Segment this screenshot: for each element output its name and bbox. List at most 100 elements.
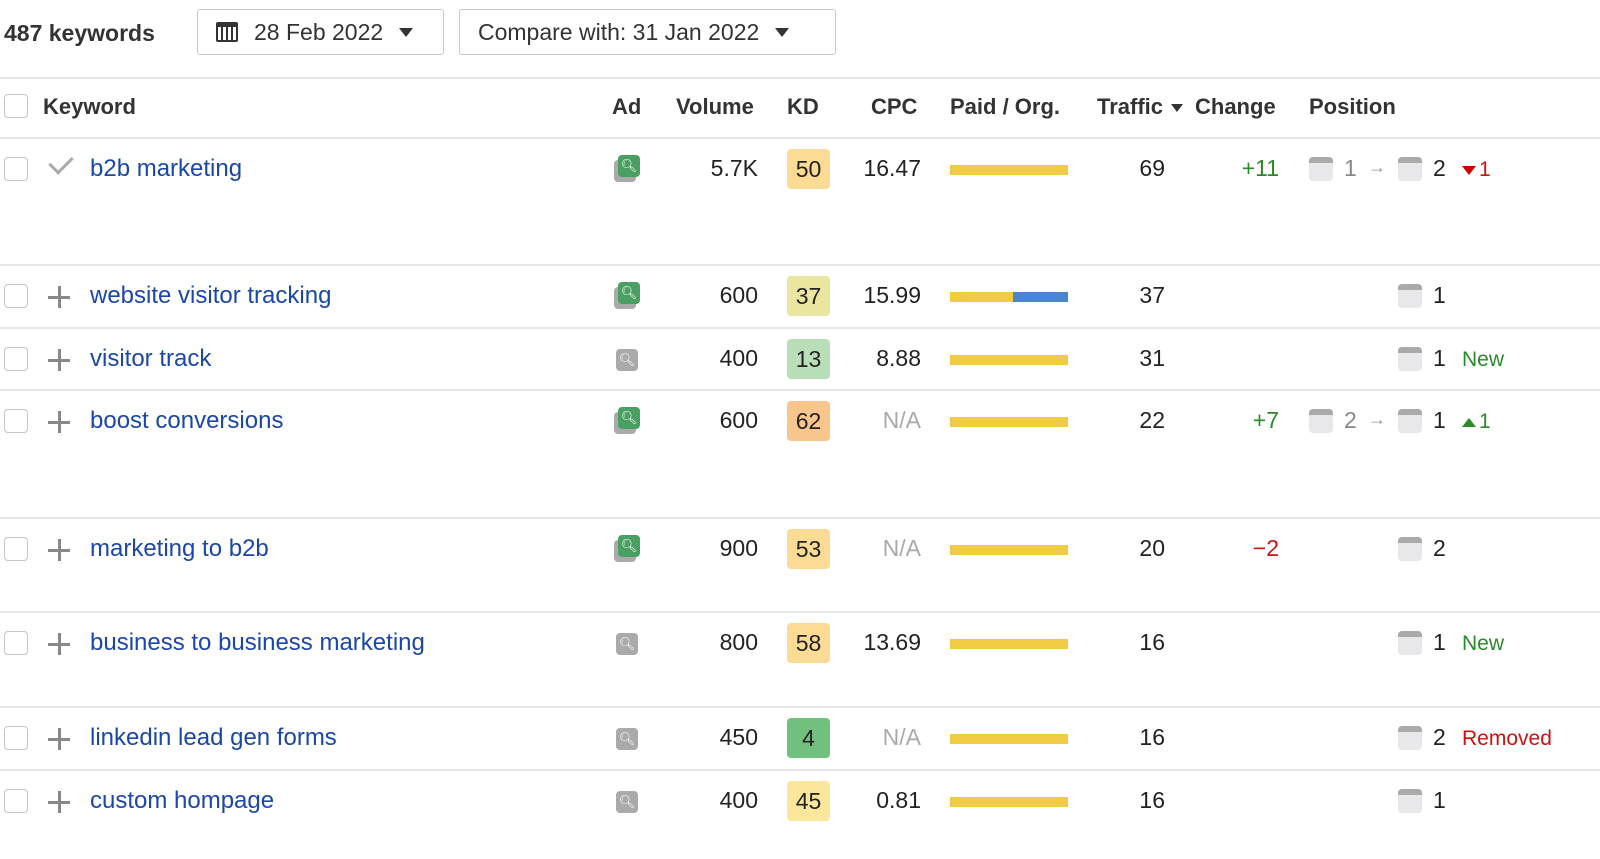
caret-down-icon (775, 27, 790, 37)
position-change: 1 (1462, 158, 1491, 182)
col-kd[interactable]: KD (787, 94, 819, 119)
date-picker-button[interactable]: 28 Feb 2022 (197, 9, 444, 55)
serp-feature-icon (1398, 409, 1422, 433)
table-row: linkedin lead gen forms 🔍︎ 450 4 N/A 16 2 Remov… (0, 706, 1600, 769)
position: 1 (1433, 282, 1446, 308)
volume: 600 (719, 407, 758, 433)
col-paid-org[interactable]: Paid / Org. (950, 94, 1061, 119)
plus-icon[interactable] (48, 286, 70, 308)
volume: 600 (719, 282, 758, 308)
traffic-change: +7 (1252, 407, 1279, 433)
traffic: 31 (1139, 345, 1165, 371)
organic-bar-segment (950, 545, 1068, 555)
serp-search-icon[interactable]: 🔍︎ (614, 407, 642, 435)
previous-position: 1 (1344, 155, 1357, 181)
keyword-link[interactable]: business to business marketing (90, 629, 425, 656)
serp-search-icon[interactable]: 🔍︎ (614, 345, 642, 373)
keyword-link[interactable]: b2b marketing (90, 155, 243, 182)
plus-icon[interactable] (48, 633, 70, 655)
plus-icon[interactable] (48, 791, 70, 813)
position: 1 (1433, 787, 1446, 813)
col-traffic[interactable]: Traffic (1097, 94, 1184, 120)
arrow-right-icon: → (1368, 157, 1386, 177)
compare-date-button[interactable]: Compare with: 31 Jan 2022 (459, 9, 836, 55)
row-checkbox[interactable] (4, 157, 28, 181)
kd-badge: 4 (787, 718, 830, 758)
position: 2 (1433, 535, 1446, 561)
volume: 450 (719, 724, 758, 750)
keyword-link[interactable]: linkedin lead gen forms (90, 724, 337, 751)
keyword-link[interactable]: visitor track (90, 345, 212, 372)
row-checkbox[interactable] (4, 631, 28, 655)
traffic: 22 (1139, 407, 1165, 433)
position-status-badge: New (1462, 348, 1505, 371)
organic-bar-segment (950, 417, 1068, 427)
cpc: 15.99 (863, 282, 921, 308)
table-row: marketing to b2b 🔍︎ 900 53 N/A 20 −2 2 (0, 517, 1600, 611)
serp-search-icon[interactable]: 🔍︎ (614, 629, 642, 657)
paid-organic-bar (950, 165, 1068, 175)
paid-organic-bar (950, 417, 1068, 427)
caret-down-icon (399, 27, 414, 37)
arrow-right-icon: → (1368, 409, 1386, 429)
col-cpc[interactable]: CPC (871, 94, 918, 119)
position: 2 (1433, 724, 1446, 750)
row-checkbox[interactable] (4, 537, 28, 561)
col-position[interactable]: Position (1309, 94, 1396, 119)
triangle-down-icon (1462, 165, 1476, 175)
serp-feature-icon (1309, 409, 1333, 433)
plus-icon[interactable] (48, 728, 70, 750)
serp-search-icon[interactable]: 🔍︎ (614, 535, 642, 563)
serp-search-icon[interactable]: 🔍︎ (614, 282, 642, 310)
row-checkbox[interactable] (4, 347, 28, 371)
select-all-checkbox[interactable] (4, 94, 28, 118)
keyword-link[interactable]: boost conversions (90, 407, 284, 434)
traffic: 16 (1139, 629, 1165, 655)
col-traffic-label: Traffic (1097, 94, 1164, 119)
col-volume[interactable]: Volume (676, 94, 754, 119)
serp-feature-icon (1398, 726, 1422, 750)
serp-search-icon[interactable]: 🔍︎ (614, 787, 642, 815)
paid-organic-bar (950, 639, 1068, 649)
paid-organic-bar (950, 545, 1068, 555)
row-checkbox[interactable] (4, 726, 28, 750)
col-change[interactable]: Change (1195, 94, 1276, 119)
plus-icon[interactable] (48, 411, 70, 433)
check-icon[interactable] (48, 149, 74, 175)
sort-desc-icon (1171, 104, 1184, 113)
serp-feature-icon (1398, 157, 1422, 181)
keyword-link[interactable]: website visitor tracking (90, 282, 332, 309)
previous-position: 2 (1344, 407, 1357, 433)
kd-badge: 62 (787, 401, 830, 441)
keyword-count: 487 keywords (4, 20, 155, 46)
plus-icon[interactable] (48, 349, 70, 371)
col-ad[interactable]: Ad (612, 94, 642, 119)
col-keyword[interactable]: Keyword (43, 94, 136, 119)
paid-organic-bar (950, 355, 1068, 365)
serp-feature-icon (1398, 284, 1422, 308)
serp-feature-icon (1398, 347, 1422, 371)
paid-organic-bar (950, 292, 1068, 302)
organic-bar-segment (950, 797, 1068, 807)
traffic: 20 (1139, 535, 1165, 561)
keyword-link[interactable]: marketing to b2b (90, 535, 269, 562)
serp-search-icon[interactable]: 🔍︎ (614, 724, 642, 752)
traffic: 16 (1139, 724, 1165, 750)
paid-organic-bar (950, 797, 1068, 807)
row-checkbox[interactable] (4, 789, 28, 813)
organic-bar-segment (950, 165, 1068, 175)
calendar-icon (216, 22, 238, 42)
table-row: website visitor tracking 🔍︎ 600 37 15.99 37 1 (0, 264, 1600, 327)
organic-bar-segment (950, 292, 1013, 302)
serp-search-icon[interactable]: 🔍︎ (614, 155, 642, 183)
row-checkbox[interactable] (4, 284, 28, 308)
traffic: 37 (1139, 282, 1165, 308)
position-status-badge: New (1462, 632, 1505, 655)
cpc: N/A (882, 724, 921, 750)
cpc: 8.88 (876, 345, 921, 371)
keyword-link[interactable]: custom hompage (90, 787, 275, 814)
table-row: visitor track 🔍︎ 400 13 8.88 31 1 New (0, 327, 1600, 389)
organic-bar-segment (950, 355, 1068, 365)
row-checkbox[interactable] (4, 409, 28, 433)
plus-icon[interactable] (48, 539, 70, 561)
